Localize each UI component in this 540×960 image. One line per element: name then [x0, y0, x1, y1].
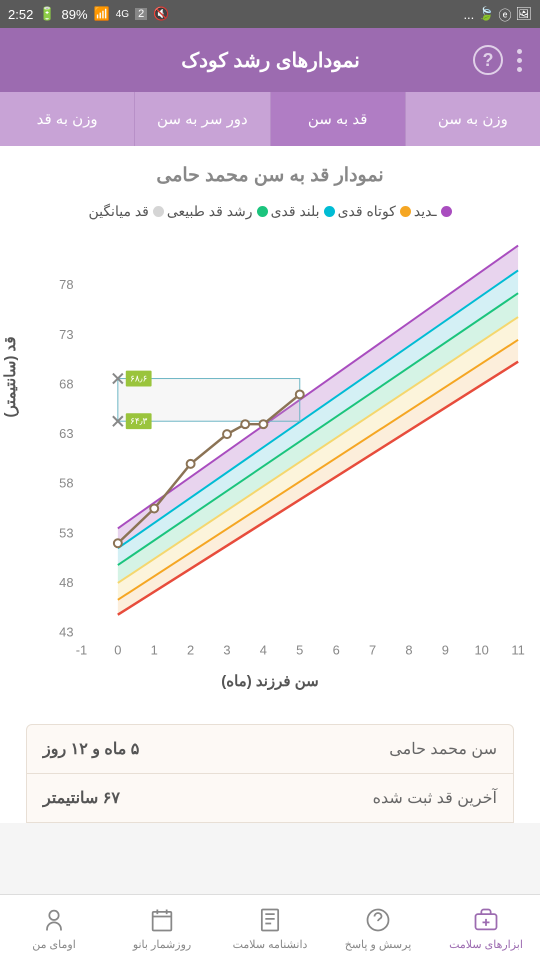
svg-text:۶۸٫۶: ۶۸٫۶	[130, 374, 147, 384]
nav-health-tools[interactable]: ابزارهای سلامت	[432, 895, 540, 960]
info-label: سن محمد حامی	[389, 739, 497, 759]
nav-wiki[interactable]: دانشنامه سلامت	[216, 895, 324, 960]
svg-text:-1: -1	[76, 642, 87, 657]
bottom-nav: ابزارهای سلامت پرسش و پاسخ دانشنامه سلام…	[0, 894, 540, 960]
tray-icon-3: 🖼	[515, 6, 532, 22]
svg-text:7: 7	[369, 642, 376, 657]
svg-text:68: 68	[59, 376, 73, 391]
help-icon[interactable]: ?	[473, 45, 503, 75]
svg-text:63: 63	[59, 426, 73, 441]
tab-height-age[interactable]: قد به سن	[270, 92, 405, 146]
medkit-icon	[471, 905, 501, 935]
svg-text:9: 9	[442, 642, 449, 657]
nav-profile[interactable]: اومای من	[0, 895, 108, 960]
legend: ـدیدکوتاه قدیبلند قدیرشد قد طبیعیقد میان…	[12, 203, 528, 220]
chart: قد (سانتیمتر) 4348535863687378-101234567…	[12, 234, 528, 664]
info-label: آخرین قد ثبت شده	[373, 788, 497, 808]
svg-text:43: 43	[59, 625, 73, 640]
battery-pct: 89%	[62, 7, 88, 22]
svg-text:5: 5	[296, 642, 303, 657]
net-badge: 4G	[116, 9, 129, 20]
x-axis-label: سن فرزند (ماه)	[12, 672, 528, 690]
svg-text:3: 3	[223, 642, 230, 657]
nav-qa[interactable]: پرسش و پاسخ	[324, 895, 432, 960]
chart-svg: 4348535863687378-101234567891011۶۸٫۶۶۴٫۳	[12, 234, 528, 664]
tabs: وزن به سن قد به سن دور سر به سن وزن به ق…	[0, 92, 540, 146]
status-time: 2:52	[8, 7, 33, 22]
svg-text:2: 2	[187, 642, 194, 657]
nav-calendar[interactable]: روزشمار بانو	[108, 895, 216, 960]
info-section: سن محمد حامی ۵ ماه و ۱۲ روز آخرین قد ثبت…	[26, 724, 514, 823]
mute-icon: 🔇	[153, 6, 169, 22]
battery-icon: 🔋	[39, 6, 55, 22]
svg-text:4: 4	[260, 642, 267, 657]
svg-text:48: 48	[59, 575, 73, 590]
status-bar: 2:52 🔋 89% 📶 4G 2 🔇 ... 🍃 ⓔ 🖼	[0, 0, 540, 28]
tray-icon-2: ⓔ	[498, 5, 511, 24]
info-value: ۶۷ سانتیمتر	[43, 788, 120, 808]
signal-icon: 📶	[94, 6, 110, 22]
info-value: ۵ ماه و ۱۲ روز	[43, 739, 139, 759]
svg-text:1: 1	[151, 642, 158, 657]
person-icon	[39, 905, 69, 935]
svg-text:6: 6	[333, 642, 340, 657]
tab-weight-height[interactable]: وزن به قد	[0, 92, 134, 146]
tray-icon-1: 🍃	[478, 6, 494, 22]
svg-text:۶۴٫۳: ۶۴٫۳	[130, 416, 147, 426]
svg-text:0: 0	[114, 642, 121, 657]
svg-text:10: 10	[475, 642, 489, 657]
info-row-age: سن محمد حامی ۵ ماه و ۱۲ روز	[26, 724, 514, 774]
menu-icon[interactable]	[517, 49, 522, 72]
info-row-height: آخرین قد ثبت شده ۶۷ سانتیمتر	[26, 774, 514, 823]
chart-title: نمودار قد به سن محمد حامی	[12, 164, 528, 187]
y-axis-label: قد (سانتیمتر)	[1, 336, 19, 417]
page-title: نمودارهای رشد کودک	[68, 48, 473, 73]
tab-weight-age[interactable]: وزن به سن	[405, 92, 540, 146]
tab-head-age[interactable]: دور سر به سن	[134, 92, 269, 146]
document-icon	[255, 905, 285, 935]
svg-text:8: 8	[405, 642, 412, 657]
svg-text:78: 78	[59, 277, 73, 292]
signal-num: 2	[135, 8, 147, 20]
svg-text:11: 11	[511, 642, 524, 657]
svg-text:58: 58	[59, 476, 73, 491]
tray-dots: ...	[463, 7, 474, 22]
question-icon	[363, 905, 393, 935]
calendar-icon	[147, 905, 177, 935]
app-header: ? نمودارهای رشد کودک	[0, 28, 540, 92]
svg-text:73: 73	[59, 327, 73, 342]
svg-text:53: 53	[59, 525, 73, 540]
